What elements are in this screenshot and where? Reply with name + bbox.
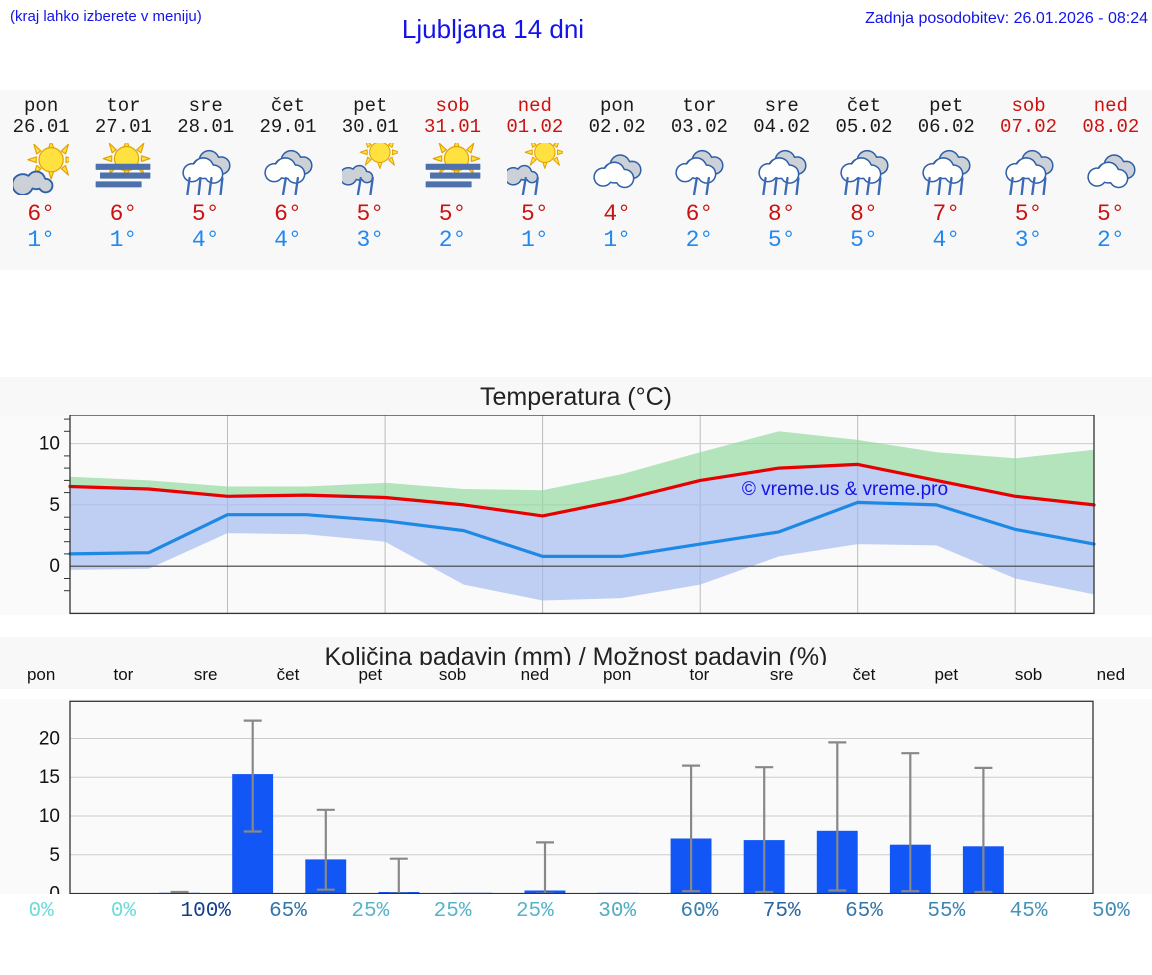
svg-text:10: 10 — [39, 434, 60, 455]
svg-text:© vreme.us & vreme.pro: © vreme.us & vreme.pro — [742, 479, 948, 500]
svg-text:0: 0 — [49, 556, 60, 577]
svg-text:0: 0 — [49, 884, 60, 894]
svg-text:5: 5 — [49, 495, 60, 516]
svg-text:5: 5 — [49, 845, 60, 866]
svg-text:10: 10 — [39, 806, 60, 827]
svg-text:20: 20 — [39, 729, 60, 750]
svg-text:15: 15 — [39, 767, 60, 788]
